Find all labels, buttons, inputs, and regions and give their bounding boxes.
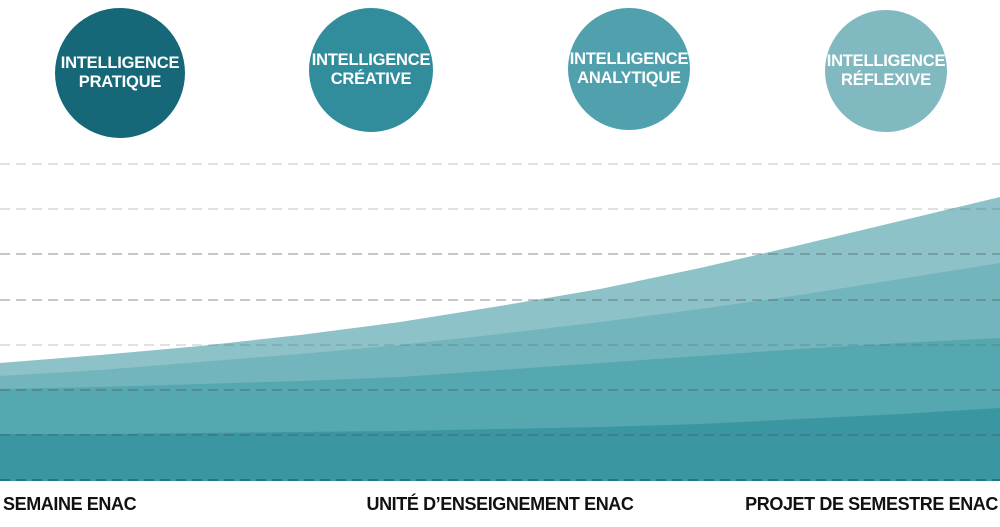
circle-label-line: INTELLIGENCE: [569, 49, 689, 68]
intelligence-pratique-circle: INTELLIGENCE PRATIQUE: [55, 8, 185, 138]
circle-label-line: ANALYTIQUE: [577, 69, 681, 87]
area-intelligence-pratique: [0, 408, 1000, 481]
circle-label-line: PRATIQUE: [78, 73, 162, 91]
intelligence-analytique-circle: INTELLIGENCE ANALYTIQUE: [568, 8, 690, 130]
circle-label-line: CRÉATIVE: [330, 70, 412, 88]
intelligence-reflexive-circle: INTELLIGENCE RÉFLEXIVE: [825, 10, 947, 132]
x-axis-label-unite-enseignement-enac: UNITÉ D’ENSEIGNEMENT ENAC: [366, 494, 634, 514]
circle-label-line: INTELLIGENCE: [826, 51, 946, 70]
x-axis-label-semaine-enac: SEMAINE ENAC: [3, 494, 137, 514]
circle-label-line: INTELLIGENCE: [311, 50, 431, 69]
x-axis-label-projet-semestre-enac: PROJET DE SEMESTRE ENAC: [745, 494, 998, 514]
intelligence-creative-circle: INTELLIGENCE CRÉATIVE: [309, 8, 433, 132]
circle-label-line: RÉFLEXIVE: [841, 71, 931, 89]
circle-label-line: INTELLIGENCE: [60, 53, 180, 72]
